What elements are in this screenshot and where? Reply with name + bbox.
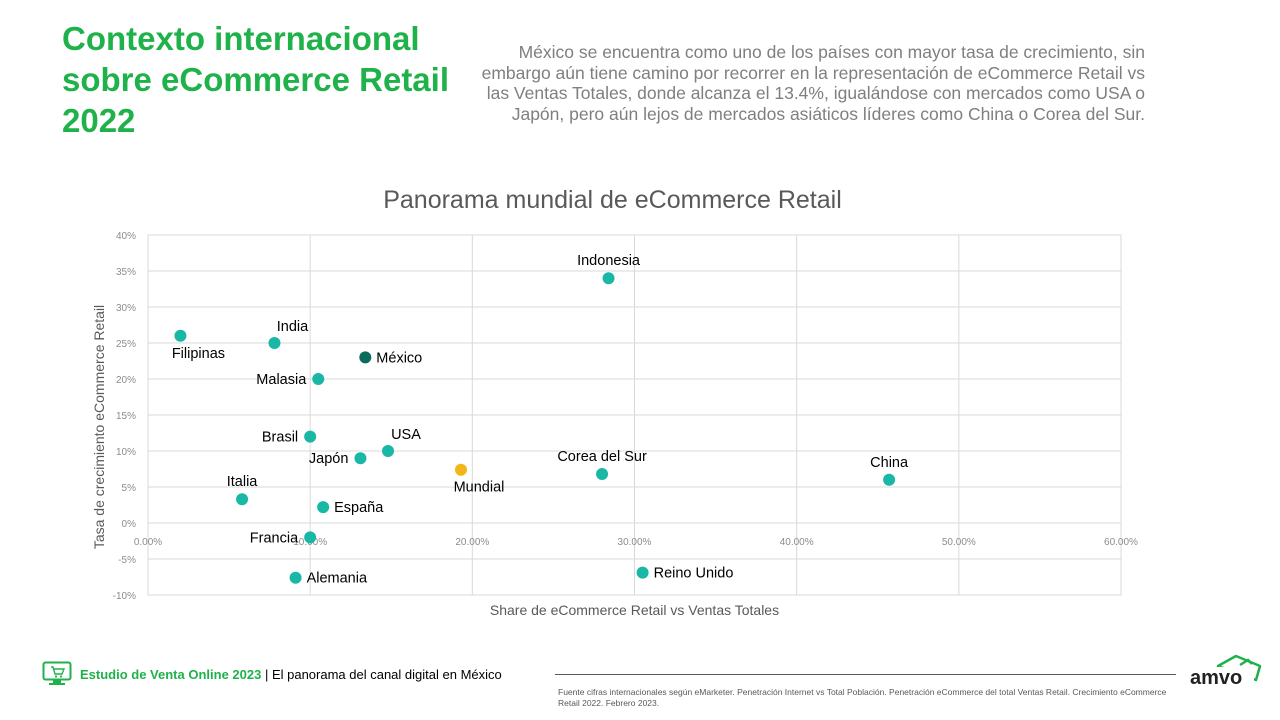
point-china bbox=[883, 473, 896, 486]
footer-brand: Estudio de Venta Online 2023 | El panora… bbox=[42, 660, 502, 688]
point-label-indonesia: Indonesia bbox=[577, 253, 641, 269]
point-mexico bbox=[359, 351, 372, 364]
point-label-japon: Japón bbox=[309, 451, 349, 467]
point-japon bbox=[354, 452, 367, 465]
page-title: Contexto internacional sobre eCommerce R… bbox=[62, 20, 449, 139]
point-alemania bbox=[289, 571, 302, 584]
y-tick-label: 5% bbox=[122, 483, 137, 494]
point-label-filipinas: Filipinas bbox=[172, 346, 225, 362]
x-tick-label: 20.00% bbox=[455, 537, 489, 548]
x-axis-label: Share de eCommerce Retail vs Ventas Tota… bbox=[490, 602, 779, 618]
point-label-brasil: Brasil bbox=[262, 430, 298, 446]
point-reino-unido bbox=[636, 566, 649, 579]
y-tick-label: 0% bbox=[122, 519, 137, 530]
point-label-usa: USA bbox=[391, 427, 421, 443]
point-italia bbox=[236, 493, 249, 506]
y-axis-label: Tasa de crecimiento eCommerce Retail bbox=[91, 305, 107, 549]
x-tick-label: 0.00% bbox=[134, 537, 162, 548]
point-label-mexico: México bbox=[376, 350, 422, 366]
monitor-cart-icon bbox=[42, 661, 72, 685]
y-tick-label: 30% bbox=[116, 303, 136, 314]
chart-title: Panorama mundial de eCommerce Retail bbox=[383, 186, 842, 214]
point-corea-del-sur bbox=[596, 468, 609, 481]
point-label-india: India bbox=[277, 319, 309, 335]
point-label-mundial: Mundial bbox=[454, 480, 505, 496]
y-tick-label: 10% bbox=[116, 447, 136, 458]
y-tick-label: 20% bbox=[116, 375, 136, 386]
y-tick-label: 25% bbox=[116, 339, 136, 350]
footer-brand-subtitle: | El panorama del canal digital en Méxic… bbox=[261, 666, 502, 682]
point-label-malasia: Malasia bbox=[256, 372, 307, 388]
point-label-francia: Francia bbox=[250, 530, 299, 546]
intro-paragraph: México se encuentra como uno de los país… bbox=[481, 42, 1145, 124]
point-brasil bbox=[304, 430, 317, 443]
x-tick-label: 50.00% bbox=[942, 537, 976, 548]
x-tick-label: 30.00% bbox=[618, 537, 652, 548]
x-tick-label: 60.00% bbox=[1104, 537, 1138, 548]
point-label-espana: España bbox=[334, 500, 384, 516]
point-label-reino-unido: Reino Unido bbox=[654, 566, 734, 582]
amvo-logo-text: amvo bbox=[1190, 667, 1242, 689]
point-label-alemania: Alemania bbox=[307, 571, 368, 587]
point-mundial bbox=[454, 463, 467, 476]
y-tick-label: -10% bbox=[113, 591, 136, 602]
point-malasia bbox=[312, 373, 325, 385]
footer-brand-title: Estudio de Venta Online 2023 bbox=[80, 666, 262, 682]
point-label-italia: Italia bbox=[227, 474, 259, 490]
point-label-corea-del-sur: Corea del Sur bbox=[557, 449, 647, 465]
point-espana bbox=[317, 501, 330, 514]
source-note: Fuente cifras internacionales según eMar… bbox=[558, 687, 1167, 708]
y-tick-label: 35% bbox=[116, 267, 136, 278]
y-tick-label: -5% bbox=[118, 555, 136, 566]
point-usa bbox=[382, 445, 395, 457]
y-tick-label: 15% bbox=[116, 411, 136, 422]
point-india bbox=[268, 337, 281, 349]
point-label-china: China bbox=[870, 455, 909, 471]
y-tick-label: 40% bbox=[116, 231, 136, 242]
footer-divider bbox=[555, 674, 1176, 675]
x-tick-label: 40.00% bbox=[780, 537, 814, 548]
point-francia bbox=[304, 531, 317, 544]
point-indonesia bbox=[602, 272, 615, 285]
amvo-logo: amvo bbox=[1188, 654, 1262, 689]
point-filipinas bbox=[174, 329, 187, 342]
